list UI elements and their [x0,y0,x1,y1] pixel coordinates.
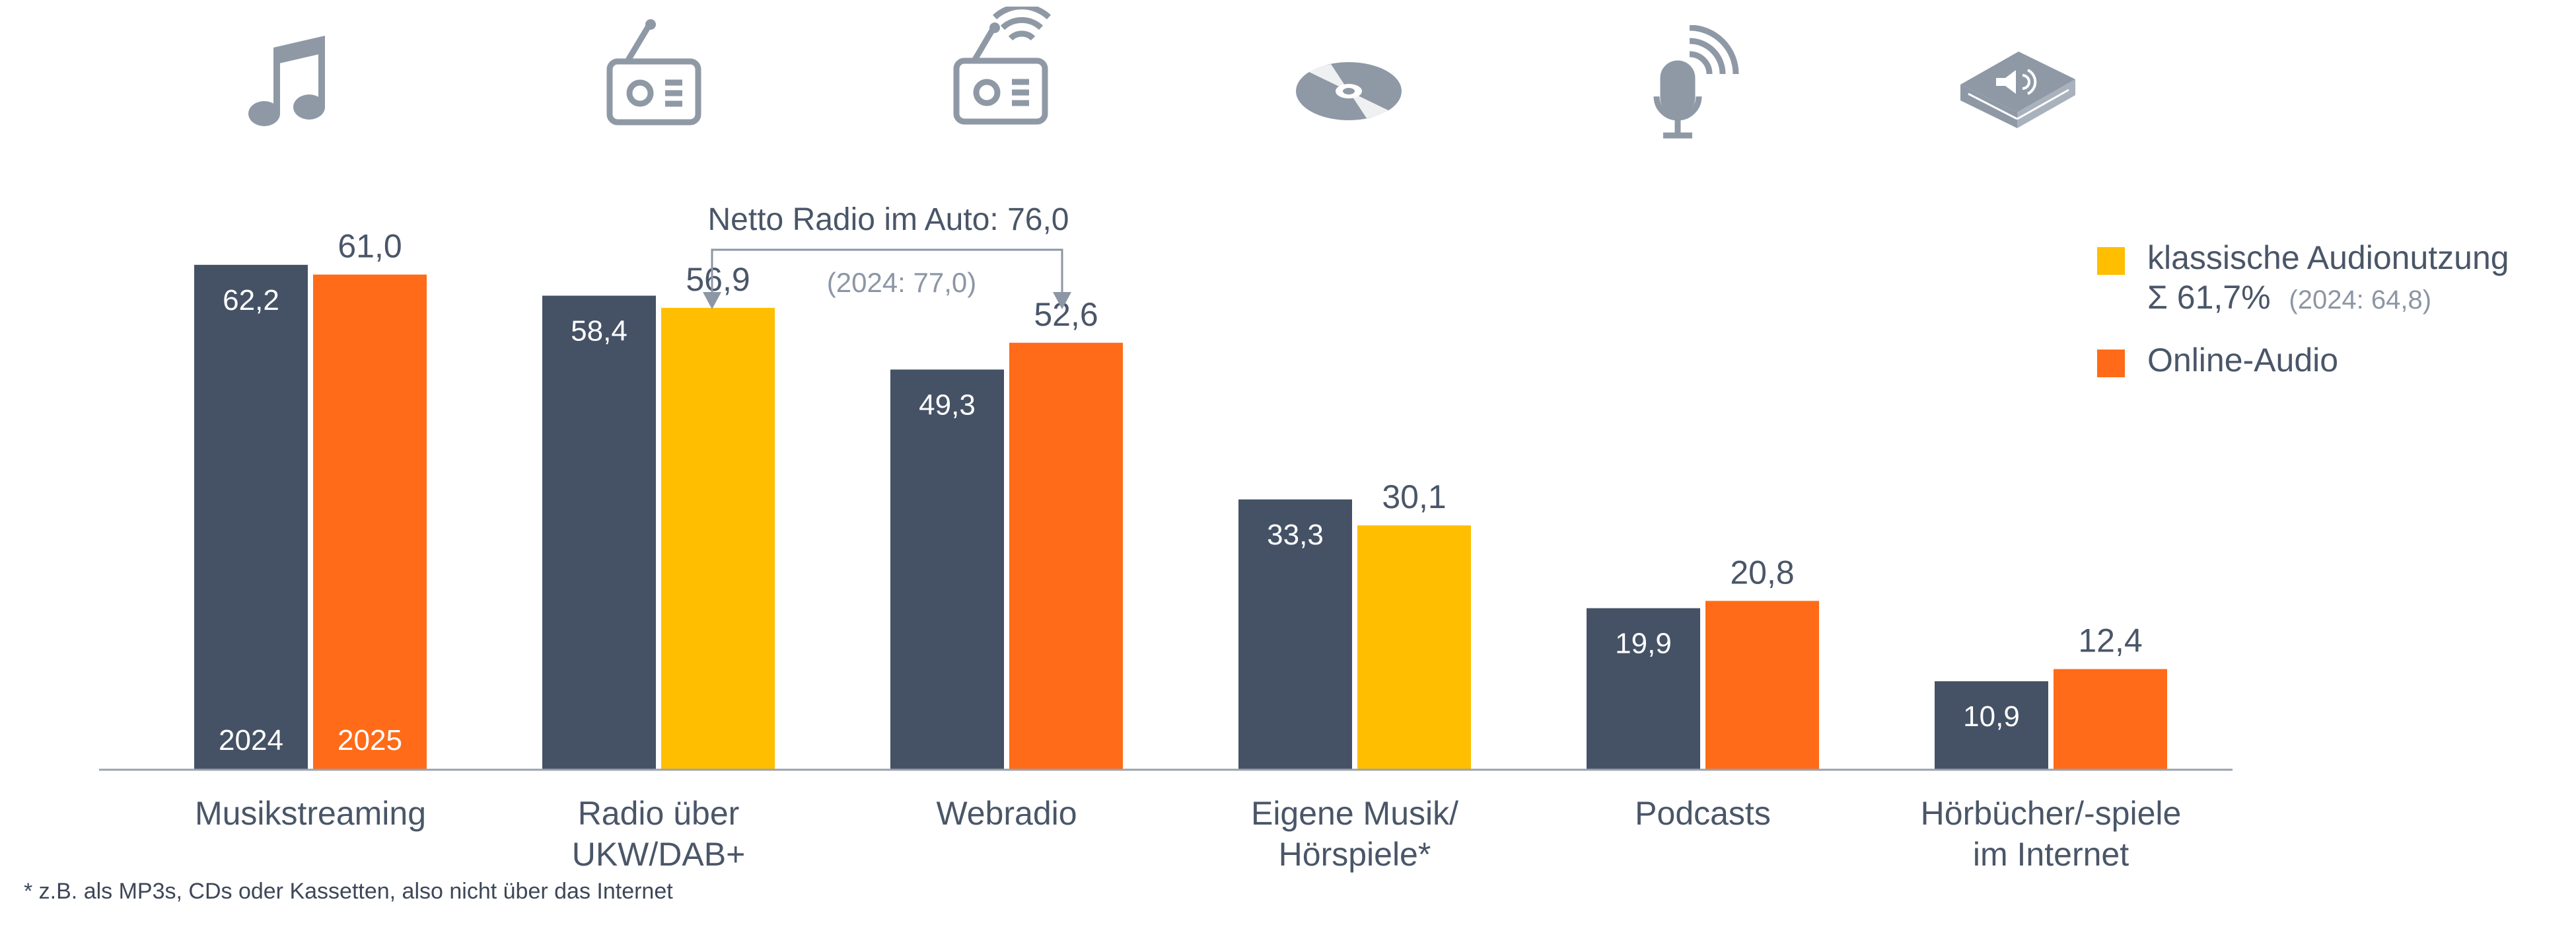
category-label: Hörbücher/-spiele im Internet [1921,795,2182,873]
value-label-2025: 52,6 [1034,296,1098,333]
podcast-microphone-icon [1651,25,1750,141]
category-label: Radio über UKW/DAB+ [572,795,746,873]
bracket-arrow-left [703,292,721,309]
legend-sum: Σ 61,7% [2147,279,2271,316]
value-label-2024: 19,9 [1615,628,1672,660]
bar-2024 [1587,608,1700,770]
bracket-arrow-right [1053,292,1071,309]
series-label-2024: 2024 [219,724,283,757]
bar-2025 [1009,342,1123,770]
bar-2024 [1238,499,1352,770]
legend-label-klassisch: klassische Audionutzung [2147,239,2509,276]
bar-2025 [2054,669,2167,770]
value-label-2025: 61,0 [338,228,402,265]
footnote: * z.B. als MP3s, CDs oder Kassetten, als… [24,879,673,904]
value-label-2025: 20,8 [1730,554,1794,591]
value-label-2024: 58,4 [571,315,627,348]
series-label-2025: 2025 [338,724,402,757]
category-label: Musikstreaming [195,795,426,832]
radio-icon [604,17,703,129]
value-label-2024: 10,9 [1963,700,2020,733]
value-label-2024: 33,3 [1267,519,1324,551]
audiobook-icon [1955,45,2081,131]
bar-2024 [542,295,656,770]
bar-2025 [313,274,427,770]
music-note-icon [246,33,332,132]
value-label-2025: 56,9 [686,261,750,298]
bar-2025 [1705,601,1819,770]
legend-label-online: Online-Audio [2147,342,2339,379]
value-label-2025: 30,1 [1382,478,1446,515]
annotation-subtitle: (2024: 77,0) [827,267,977,298]
legend-klassisch: klassische Audionutzung Σ 61,7% (2024: 6… [2097,238,2509,320]
bar-2024 [1935,681,2048,770]
cd-icon [1291,58,1407,124]
category-label: Podcasts [1635,795,1771,832]
legend-swatch-klassisch [2097,247,2125,275]
value-label-2024: 62,2 [223,284,279,316]
legend-online: Online-Audio [2097,340,2338,380]
bar-2024 [194,264,308,770]
legend-swatch-online [2097,350,2125,377]
bar-2025 [1357,525,1471,770]
web-radio-icon [951,7,1067,129]
value-label-2025: 12,4 [2078,622,2142,659]
radio-im-auto-bracket: Netto Radio im Auto: 76,0 (2024: 77,0) [703,202,1071,309]
bar-2024 [890,369,1004,770]
category-label: Eigene Musik/Hörspiele* [1251,795,1458,873]
bar-2025 [661,307,775,770]
category-label: Webradio [936,795,1077,832]
annotation-title: Netto Radio im Auto: 76,0 [708,202,1069,237]
bracket-line [711,248,1063,294]
legend-prev: (2024: 64,8) [2289,285,2432,314]
value-label-2024: 49,3 [919,388,976,421]
